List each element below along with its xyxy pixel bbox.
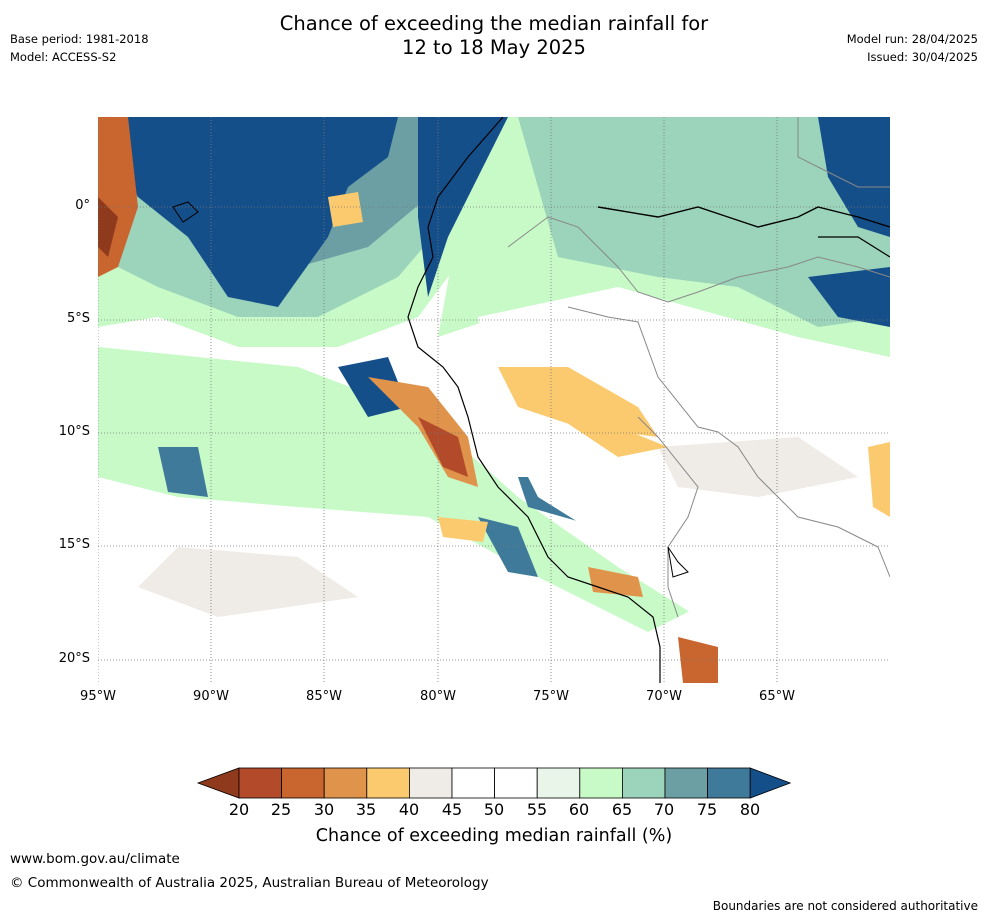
country-boundaries — [507, 117, 890, 618]
dry-area-andes-2 — [558, 417, 668, 457]
footer-url: www.bom.gov.au/climate — [10, 851, 180, 867]
colorbar-tick: 80 — [739, 800, 761, 819]
model-run-text: Model run: 28/04/2025 — [846, 32, 978, 46]
wet-area-pacific — [118, 117, 398, 307]
meta-left: Base period: 1981-2018 Model: ACCESS-S2 — [10, 30, 149, 66]
colorbar-segments — [196, 767, 792, 799]
dry-area-west-core — [98, 197, 118, 257]
colorbar-tick: 65 — [611, 800, 633, 819]
dry-area-east-edge — [868, 442, 890, 517]
colorbar-extension-high — [749, 767, 792, 799]
rainfall-field — [98, 117, 890, 683]
colorbar-segment — [281, 767, 325, 799]
colorbar-label: Chance of exceeding median rainfall (%) — [315, 826, 673, 846]
model-text: Model: ACCESS-S2 — [10, 50, 117, 64]
rainfall-map — [98, 117, 890, 683]
issued-text: Issued: 30/04/2025 — [867, 50, 978, 64]
dry-area-peru-core — [418, 417, 468, 477]
wet-area-colombia-coast — [418, 117, 508, 297]
colorbar-tick: 60 — [568, 800, 590, 819]
lon-tick-65w: 65°W — [759, 689, 795, 704]
lon-tick-75w: 75°W — [533, 689, 569, 704]
lat-tick-20s: 20°S — [58, 651, 90, 666]
dry-area-pacific-patch — [328, 192, 363, 227]
lon-tick-95w: 95°W — [80, 689, 116, 704]
colorbar-segment — [494, 767, 538, 799]
colorbar-segment — [621, 767, 666, 799]
colorbar-tick: 20 — [228, 800, 250, 819]
lon-tick-85w: 85°W — [306, 689, 342, 704]
field-grey-interior — [658, 437, 858, 497]
colorbar — [196, 767, 792, 799]
colorbar-tick: 35 — [355, 800, 377, 819]
colorbar-segment — [238, 767, 282, 799]
colorbar-segment — [408, 767, 453, 799]
dry-area-offshore-south — [438, 517, 488, 542]
lat-tick-10s: 10°S — [58, 424, 90, 439]
colorbar-segment — [579, 767, 623, 799]
colorbar-extension-low — [196, 767, 240, 799]
wet-area-ocean-west — [158, 447, 208, 497]
colorbar-segment — [323, 767, 368, 799]
graticule — [98, 117, 890, 683]
wet-area-offshore — [338, 357, 408, 417]
lat-tick-5s: 5°S — [66, 311, 90, 326]
field-zone-coast — [98, 347, 698, 637]
lon-tick-80w: 80°W — [420, 689, 456, 704]
colorbar-tick: 75 — [696, 800, 718, 819]
lat-tick-15s: 15°S — [58, 537, 90, 552]
colorbar-tick: 45 — [441, 800, 463, 819]
field-grey-ocean — [138, 547, 358, 617]
colorbar-segment — [451, 767, 495, 799]
wet-area-peru-coast — [478, 517, 538, 577]
colorbar-tick: 40 — [398, 800, 420, 819]
colorbar-tick: 55 — [526, 800, 548, 819]
lat-tick-0: 0° — [75, 198, 90, 213]
colorbar-segment — [707, 767, 751, 799]
colorbar-tick: 70 — [653, 800, 675, 819]
colorbar-segment — [366, 767, 410, 799]
lon-tick-70w: 70°W — [646, 689, 682, 704]
chart-title: Chance of exceeding the median rainfall … — [279, 12, 709, 59]
colorbar-tick: 50 — [483, 800, 505, 819]
field-teal-ne — [518, 117, 890, 327]
dry-area-andes — [498, 367, 658, 437]
dry-area-coast-south — [588, 567, 643, 597]
wet-area-amazon-e — [808, 267, 890, 327]
colorbar-tick: 30 — [313, 800, 335, 819]
colorbar-segment — [664, 767, 708, 799]
meta-right: Model run: 28/04/2025 Issued: 30/04/2025 — [847, 30, 978, 66]
footer-note: Boundaries are not considered authoritat… — [712, 899, 978, 913]
colorbar-segment — [536, 767, 581, 799]
coastline — [172, 117, 890, 683]
lon-tick-90w: 90°W — [193, 689, 229, 704]
base-period-text: Base period: 1981-2018 — [10, 32, 149, 46]
footer-copyright: © Commonwealth of Australia 2025, Austra… — [10, 875, 489, 891]
colorbar-tick: 25 — [270, 800, 292, 819]
